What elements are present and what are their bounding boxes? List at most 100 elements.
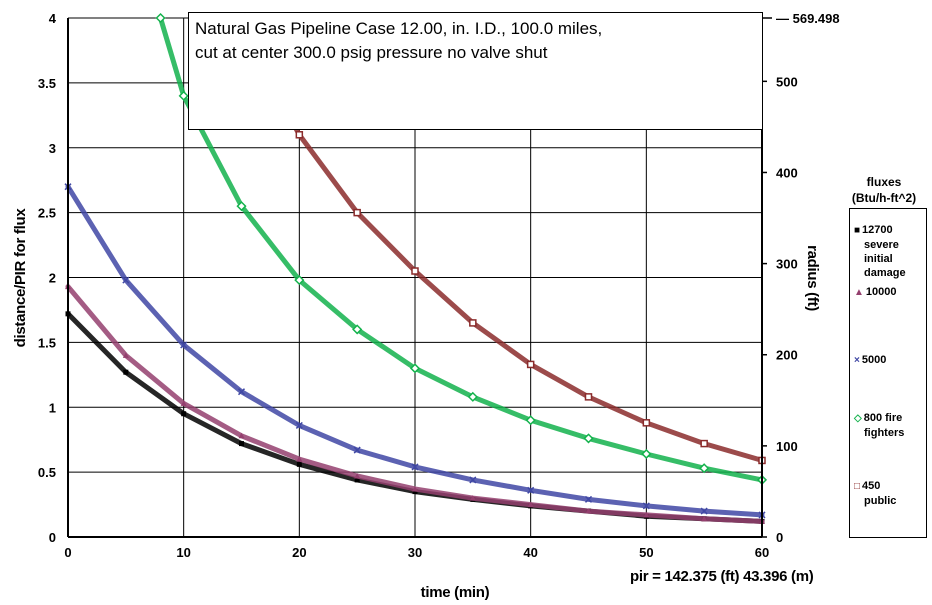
legend-label: 5000 <box>861 354 887 366</box>
legend-item-10000: ▲ 10000 <box>854 285 926 300</box>
data-point <box>122 276 130 284</box>
data-point <box>467 391 478 402</box>
legend-label: 450 <box>862 480 881 492</box>
pir-note: pir = 142.375 (ft) 43.396 (m) <box>630 568 814 585</box>
data-point <box>584 495 593 503</box>
y-tick-label: 4 <box>49 11 57 26</box>
data-point <box>409 363 421 374</box>
chart-title-line-1: Natural Gas Pipeline Case 12.00, in. I.D… <box>195 19 603 38</box>
y2-tick-label: 500 <box>776 74 798 89</box>
legend-label: fighters <box>864 427 905 439</box>
y-tick-label: 2.5 <box>38 206 56 221</box>
legend-label: damage <box>864 267 906 279</box>
data-point <box>700 507 708 515</box>
legend-label: initial <box>864 253 893 265</box>
series-line <box>158 15 765 483</box>
data-point <box>155 12 166 24</box>
data-point <box>643 511 650 518</box>
legend: ■ 12700 severe initial damage ▲ 10000 × 500… <box>849 208 927 538</box>
y2-axis-title: radius (ft) <box>804 245 821 311</box>
y2-tick-label: 200 <box>776 348 798 363</box>
data-point <box>295 421 303 429</box>
y-tick-label: 0.5 <box>38 465 56 480</box>
data-point <box>353 446 361 454</box>
data-point <box>294 275 305 286</box>
legend-heading-line-2: (Btu/h-ft^2) <box>851 191 917 205</box>
legend-label: public <box>864 495 897 507</box>
data-point <box>585 508 592 514</box>
chart-title-box: Natural Gas Pipeline Case 12.00, in. I.D… <box>188 12 763 130</box>
y2-tick-label: 300 <box>776 257 798 272</box>
x-tick-label: 30 <box>408 545 422 560</box>
data-point <box>295 131 304 139</box>
data-point <box>236 201 247 212</box>
legend-label: 10000 <box>865 286 897 298</box>
y2-tick-label: 100 <box>776 439 798 454</box>
y-tick-label: 2 <box>49 271 56 286</box>
legend-item-450: □ 450 public <box>854 479 926 508</box>
legend-item-5000: × 5000 <box>854 353 926 368</box>
legend-marker-cross-icon: × <box>854 355 860 366</box>
data-point <box>122 352 129 358</box>
y-tick-label: 0 <box>49 530 56 545</box>
y-axis-title: distance/PIR for flux <box>12 208 29 348</box>
data-point <box>296 461 302 467</box>
data-point <box>296 456 303 462</box>
data-point <box>469 495 476 501</box>
data-point <box>123 369 129 375</box>
data-point <box>583 433 594 444</box>
legend-marker-triangle-icon: ▲ <box>854 287 864 298</box>
y2-tick-label: 400 <box>776 165 798 180</box>
legend-label: severe <box>864 239 899 251</box>
legend-marker-diamond-icon: ◇ <box>854 413 862 424</box>
data-point <box>353 208 361 217</box>
legend-heading: fluxes (Btu/h-ft^2) <box>838 174 930 206</box>
data-point <box>238 432 245 439</box>
data-point <box>412 489 418 495</box>
data-point <box>700 439 708 448</box>
data-point <box>642 502 650 510</box>
data-point <box>180 400 187 406</box>
legend-item-12700: ■ 12700 severe initial damage <box>854 223 926 280</box>
data-point <box>642 419 651 427</box>
y-tick-label: 1 <box>49 400 56 415</box>
data-point <box>412 485 418 492</box>
x-tick-label: 60 <box>755 545 769 560</box>
legend-label: 800 fire <box>863 412 903 424</box>
x-tick-label: 0 <box>64 545 71 560</box>
chart-title-line-2: cut at center 300.0 psig pressure no val… <box>195 43 548 62</box>
data-point <box>354 473 361 479</box>
legend-label: 12700 <box>862 224 893 236</box>
data-point <box>469 319 477 327</box>
data-point <box>181 411 187 417</box>
series-layer <box>64 12 768 524</box>
series-line <box>262 67 765 463</box>
x-tick-label: 50 <box>639 545 653 560</box>
data-point <box>178 90 189 101</box>
legend-marker-square-icon: ■ <box>854 225 861 236</box>
data-point <box>584 393 593 401</box>
data-point <box>352 324 363 335</box>
data-point <box>239 441 244 447</box>
data-point <box>641 448 652 460</box>
data-point <box>527 501 534 508</box>
y-tick-label: 1.5 <box>38 335 56 350</box>
x-tick-label: 40 <box>523 545 537 560</box>
y2-tick-label: 0 <box>776 530 783 545</box>
data-point <box>411 463 419 471</box>
legend-marker-square-open-icon: □ <box>854 481 861 492</box>
y2-max-label: — 569.498 <box>776 11 840 26</box>
data-point <box>469 476 477 484</box>
legend-heading-line-1: fluxes <box>866 175 902 189</box>
data-point <box>701 515 708 522</box>
data-point <box>525 415 536 426</box>
data-point <box>699 463 710 474</box>
ticks: 0 10 20 30 40 50 6000.511.522.533.540100200300… <box>38 11 840 560</box>
y-tick-label: 3.5 <box>38 76 56 91</box>
data-point <box>354 477 360 483</box>
legend-item-800: ◇ 800 fire fighters <box>854 411 926 440</box>
y-tick-label: 3 <box>49 141 56 156</box>
data-point <box>180 341 188 349</box>
data-point <box>411 267 419 275</box>
